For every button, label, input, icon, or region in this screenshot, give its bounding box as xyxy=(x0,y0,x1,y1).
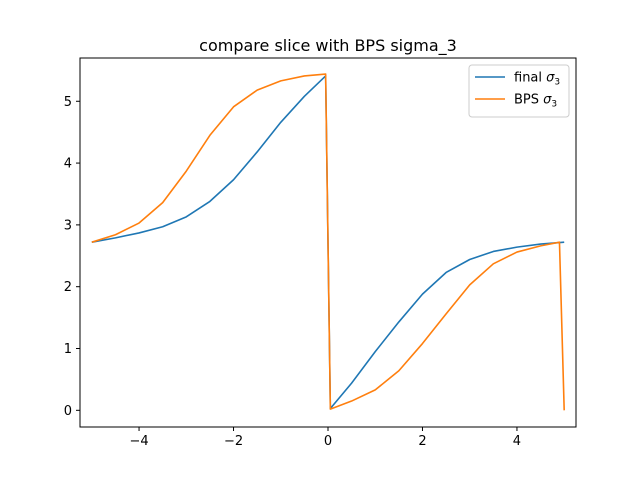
y-axis: 0 1 2 3 4 5 xyxy=(64,95,80,419)
x-tick-label: 4 xyxy=(513,434,521,449)
x-tick-label: −4 xyxy=(129,434,148,449)
y-tick-label: 4 xyxy=(64,157,72,172)
series-layer xyxy=(91,73,565,411)
series-line-2 xyxy=(91,73,565,411)
x-tick-label: 2 xyxy=(418,434,426,449)
y-tick-label: 0 xyxy=(64,404,72,419)
y-tick-label: 3 xyxy=(64,218,72,233)
y-tick-label: 5 xyxy=(64,95,72,110)
legend-label-1: final σ3 xyxy=(514,71,560,88)
x-tick-label: 0 xyxy=(324,434,332,449)
legend: final σ3 BPS σ3 xyxy=(468,64,570,118)
chart-title: compare slice with BPS sigma_3 xyxy=(199,36,457,56)
legend-box xyxy=(468,64,570,118)
legend-label-2: BPS σ3 xyxy=(514,93,557,110)
y-tick-label: 2 xyxy=(64,280,72,295)
y-tick-label: 1 xyxy=(64,342,72,357)
x-axis: −4 −2 0 2 4 xyxy=(129,427,521,449)
x-tick-label: −2 xyxy=(224,434,243,449)
